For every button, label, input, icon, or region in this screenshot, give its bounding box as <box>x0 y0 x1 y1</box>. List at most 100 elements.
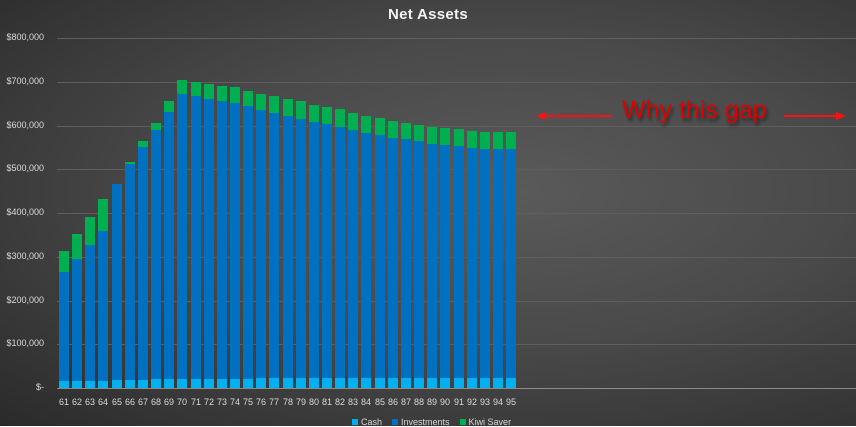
x-tick-label: 85 <box>374 397 385 407</box>
bar-segment-kiwi-saver <box>125 161 135 164</box>
bar-segment-kiwi-saver <box>164 101 174 112</box>
bar-segment-cash <box>361 377 371 388</box>
bar-segment-kiwi-saver <box>296 101 306 120</box>
x-tick-label: 81 <box>321 397 332 407</box>
x-tick-label: 83 <box>347 397 358 407</box>
bar-segment-kiwi-saver <box>440 128 450 146</box>
bar-segment-cash <box>112 380 122 388</box>
legend-label: Investments <box>401 417 450 427</box>
bar-segment-kiwi-saver <box>361 116 371 134</box>
bar-segment-kiwi-saver <box>375 118 385 136</box>
gap-annotation: Why this gap <box>534 96 850 130</box>
x-tick-label: 78 <box>282 397 293 407</box>
x-tick-label: 89 <box>426 397 437 407</box>
x-tick-label: 82 <box>334 397 345 407</box>
bar-segment-kiwi-saver <box>335 109 345 128</box>
x-axis-line <box>57 388 856 389</box>
x-tick-label: 64 <box>97 397 108 407</box>
x-tick-label: 88 <box>413 397 424 407</box>
bar-segment-kiwi-saver <box>401 122 411 140</box>
bar-segment-investments <box>375 135 385 378</box>
bar-segment-investments <box>269 113 279 378</box>
x-tick-label: 84 <box>360 397 371 407</box>
double-arrow-icon <box>536 112 846 120</box>
annotation-text: Why this gap <box>622 96 767 124</box>
bar-segment-cash <box>217 379 227 388</box>
bar-segment-investments <box>217 101 227 380</box>
bar-segment-cash <box>138 380 148 388</box>
gridline <box>57 38 856 39</box>
bar-segment-investments <box>59 272 69 381</box>
x-tick-label: 71 <box>190 397 201 407</box>
legend-item-cash: Cash <box>352 417 382 427</box>
bar-segment-investments <box>296 119 306 378</box>
bar-segment-investments <box>191 96 201 380</box>
bar-segment-kiwi-saver <box>191 82 201 97</box>
bar-segment-kiwi-saver <box>348 113 358 131</box>
bar-segment-kiwi-saver <box>230 87 240 104</box>
bar-segment-kiwi-saver <box>493 132 503 150</box>
x-tick-label: 87 <box>400 397 411 407</box>
bar-segment-investments <box>506 149 516 378</box>
x-tick-label: 80 <box>308 397 319 407</box>
bar-segment-cash <box>269 377 279 388</box>
bar-segment-investments <box>177 94 187 380</box>
bar-segment-cash <box>375 377 385 388</box>
gridline <box>57 82 856 83</box>
bar-segment-cash <box>454 377 464 388</box>
x-tick-label: 72 <box>203 397 214 407</box>
x-tick-label: 74 <box>229 397 240 407</box>
bar-segment-cash <box>309 377 319 388</box>
bar-segment-investments <box>427 143 437 378</box>
x-tick-label: 67 <box>137 397 148 407</box>
bar-segment-kiwi-saver <box>85 217 95 246</box>
bar-segment-kiwi-saver <box>388 121 398 139</box>
bar-segment-cash <box>191 379 201 388</box>
bar-segment-kiwi-saver <box>322 107 332 125</box>
x-tick-label: 68 <box>150 397 161 407</box>
y-tick-label: $500,000 <box>6 163 44 173</box>
bar-segment-cash <box>414 377 424 388</box>
x-tick-label: 94 <box>492 397 503 407</box>
x-tick-label: 95 <box>505 397 516 407</box>
bar-segment-kiwi-saver <box>59 251 69 273</box>
bar-segment-cash <box>59 381 69 388</box>
bar-segment-investments <box>164 111 174 380</box>
legend-label: Kiwi Saver <box>468 417 512 427</box>
bar-segment-investments <box>348 130 358 378</box>
bar-segment-cash <box>243 379 253 388</box>
y-tick-label: $700,000 <box>6 76 44 86</box>
bar-segment-kiwi-saver <box>138 140 148 147</box>
bar-segment-investments <box>361 133 371 378</box>
bar-segment-kiwi-saver <box>177 80 187 94</box>
bar-segment-cash <box>230 379 240 388</box>
bar-segment-investments <box>493 149 503 378</box>
bar-segment-kiwi-saver <box>217 86 227 101</box>
bar-segment-cash <box>506 377 516 388</box>
bar-segment-investments <box>480 149 490 378</box>
bar-segment-cash <box>98 381 108 388</box>
bar-segment-cash <box>401 377 411 388</box>
bar-segment-kiwi-saver <box>427 126 437 144</box>
bar-segment-kiwi-saver <box>309 104 319 123</box>
chart-title: Net Assets <box>388 6 468 23</box>
bar-segment-investments <box>322 124 332 378</box>
bar-segment-investments <box>98 231 108 381</box>
y-tick-label: $- <box>35 382 44 392</box>
bar-segment-cash <box>125 380 135 388</box>
bar-segment-cash <box>388 377 398 388</box>
bar-segment-investments <box>151 130 161 380</box>
x-tick-label: 66 <box>124 397 135 407</box>
bar-segment-cash <box>493 377 503 388</box>
bar-segment-investments <box>309 122 319 378</box>
bar-segment-kiwi-saver <box>151 123 161 131</box>
bar-segment-investments <box>467 148 477 378</box>
y-tick-label: $600,000 <box>6 120 44 130</box>
legend-swatch-cash <box>352 419 358 425</box>
y-tick-label: $100,000 <box>6 338 44 348</box>
y-tick-label: $800,000 <box>6 32 44 42</box>
x-tick-label: 70 <box>176 397 187 407</box>
bar-segment-investments <box>112 184 122 381</box>
bar-segment-cash <box>440 377 450 388</box>
